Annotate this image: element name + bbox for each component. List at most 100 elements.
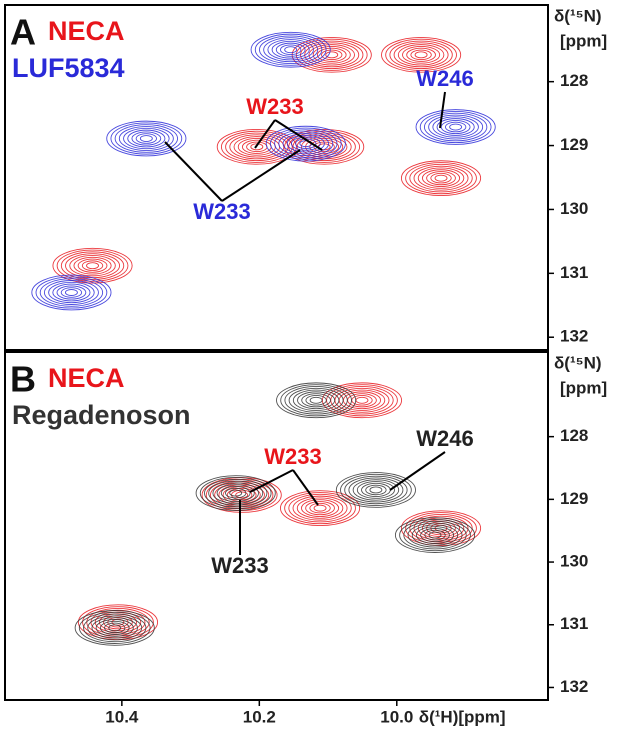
x-tick-label: 10.4	[105, 707, 139, 726]
contour-line	[423, 112, 488, 142]
contour-line	[77, 258, 108, 273]
peak	[265, 125, 346, 162]
contour-line	[356, 481, 395, 499]
contour-line	[335, 472, 416, 508]
y-tick-label: 131	[560, 614, 588, 633]
contour-line	[284, 386, 348, 415]
peak	[335, 472, 416, 508]
contour-line	[276, 382, 357, 419]
contour-line	[280, 490, 361, 526]
contour-line	[123, 127, 170, 150]
contour-line	[309, 396, 323, 404]
contour-line	[267, 39, 314, 61]
contour-line	[91, 617, 138, 639]
contour-line	[31, 274, 112, 311]
contour-line	[301, 393, 331, 408]
contour-line	[135, 133, 157, 144]
contour-line	[278, 131, 334, 157]
contour-line	[259, 35, 323, 64]
contour-line	[275, 42, 306, 57]
contour-line	[428, 531, 442, 539]
y-tick-label: 129	[560, 135, 588, 154]
peak	[381, 36, 462, 73]
peak	[321, 382, 403, 419]
contour-line	[296, 497, 344, 519]
y-axis-label: δ(¹⁵N)	[554, 6, 602, 25]
contour-line	[409, 513, 473, 543]
contour-line	[325, 51, 339, 59]
peak	[31, 274, 112, 311]
contour-line	[108, 624, 122, 632]
contour-line	[297, 391, 336, 410]
contour-line	[288, 493, 352, 523]
contour-line	[139, 135, 153, 142]
contour-line	[428, 114, 484, 140]
contour-line	[56, 285, 87, 300]
contour-line	[274, 129, 338, 158]
y-tick-label: 129	[560, 489, 588, 508]
contour-line	[309, 139, 340, 154]
contour-line	[269, 127, 342, 160]
y-tick-label: 130	[560, 199, 588, 218]
contour-line	[212, 482, 259, 504]
contour-line	[127, 129, 166, 148]
contour-line	[420, 528, 450, 543]
contour-line	[424, 529, 446, 541]
contour-line	[284, 46, 298, 54]
peak	[195, 475, 276, 511]
contour-line	[250, 31, 331, 68]
contour-line	[69, 255, 116, 277]
contour-line	[60, 287, 83, 298]
contour-line	[421, 169, 461, 187]
contour-line	[301, 499, 340, 517]
contour-line	[263, 37, 319, 63]
contour-line	[114, 124, 178, 153]
contour-line	[110, 122, 183, 155]
legend-entry: LUF5834	[12, 53, 125, 83]
annotation-line	[389, 451, 446, 491]
y-tick-label: 128	[560, 426, 588, 445]
peak	[400, 160, 482, 196]
contour-line	[407, 522, 463, 548]
contour-line	[312, 45, 351, 64]
peak	[415, 109, 496, 145]
contour-line	[60, 251, 125, 280]
contour-line	[95, 619, 134, 637]
contour-line	[355, 396, 369, 404]
contour-line	[282, 132, 330, 155]
contour-line	[220, 486, 251, 501]
contour-line	[254, 33, 327, 66]
contour-line	[410, 49, 432, 61]
contour-line	[406, 47, 436, 62]
annotation: W233	[193, 199, 250, 224]
contour-line	[99, 620, 130, 635]
contour-line	[352, 479, 400, 501]
contour-line	[400, 160, 482, 196]
contour-line	[413, 165, 469, 191]
peak	[291, 36, 372, 73]
contour-line	[381, 36, 462, 73]
contour-line	[83, 613, 147, 643]
contour-line	[415, 109, 496, 145]
contour-line	[284, 492, 356, 525]
legend-entry: NECA	[48, 363, 125, 393]
contour-line	[440, 119, 471, 135]
contour-line	[292, 389, 340, 411]
contour-line	[52, 283, 91, 302]
contour-line	[365, 484, 387, 496]
annotation: W246	[416, 66, 473, 91]
contour-line	[444, 121, 467, 133]
contour-line	[415, 526, 455, 544]
y-tick-label: 130	[560, 552, 588, 571]
annotation-line	[292, 469, 319, 506]
contour-line	[104, 622, 126, 634]
annotation: W246	[416, 426, 473, 451]
contour-line	[265, 125, 346, 162]
annotation-line	[164, 141, 223, 202]
contour-line	[106, 120, 187, 157]
y-tick-label: 128	[560, 71, 588, 90]
contour-line	[400, 510, 482, 547]
contour-line	[403, 520, 467, 550]
annotation-line	[249, 469, 294, 493]
contour-line	[286, 134, 325, 153]
